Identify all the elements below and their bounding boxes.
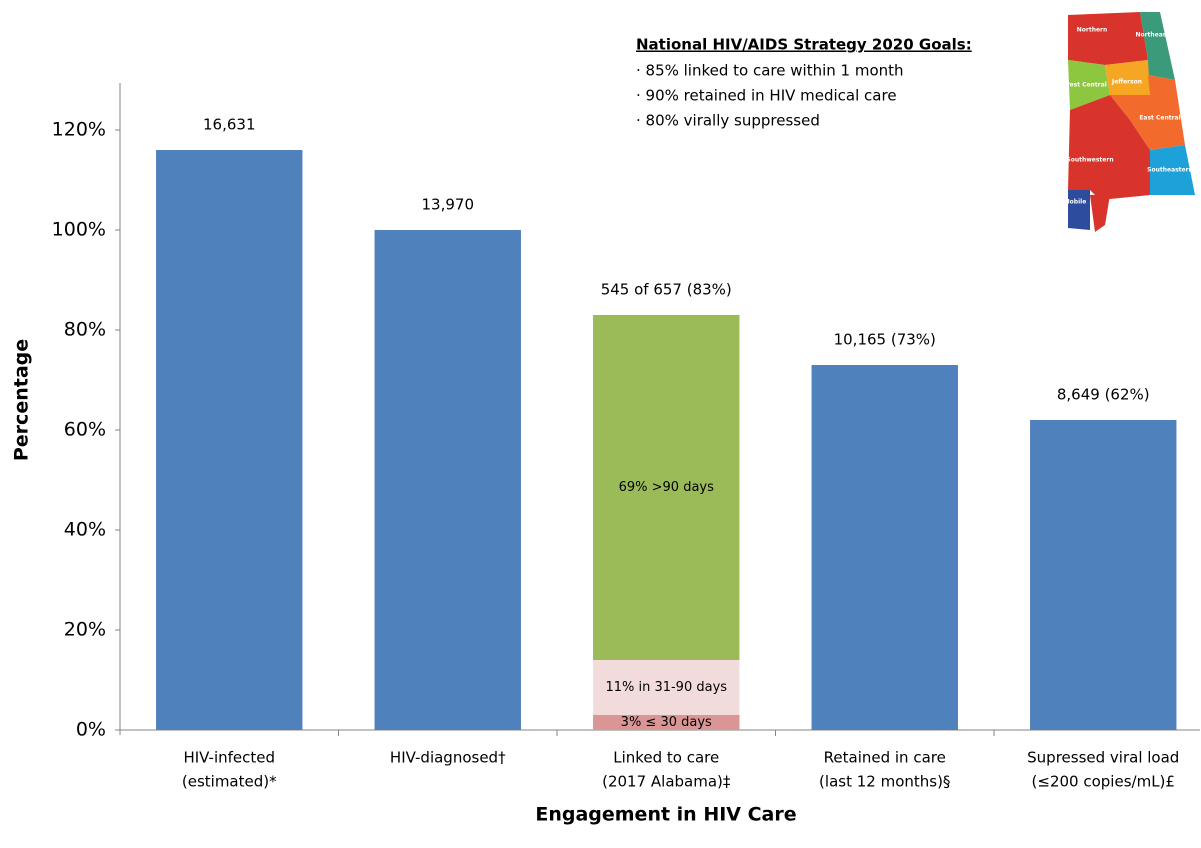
segment-label: 3% ≤ 30 days bbox=[621, 715, 712, 730]
bar-label: 10,165 (73%) bbox=[834, 331, 936, 349]
x-tick-label: (last 12 months)§ bbox=[819, 773, 950, 791]
x-tick-label: (≤200 copies/mL)£ bbox=[1032, 773, 1175, 791]
bar-label: 545 of 657 (83%) bbox=[601, 281, 732, 299]
bar bbox=[1030, 420, 1177, 730]
goals-title: National HIV/AIDS Strategy 2020 Goals: bbox=[636, 36, 972, 54]
goal-item: · 85% linked to care within 1 month bbox=[636, 62, 904, 80]
y-tick-label: 80% bbox=[64, 319, 106, 341]
map-region bbox=[1110, 75, 1185, 150]
y-tick-label: 0% bbox=[76, 719, 106, 741]
map-label: West Central bbox=[1063, 82, 1107, 89]
x-tick-label: Supressed viral load bbox=[1027, 749, 1179, 767]
map-label: Northeastern bbox=[1135, 32, 1180, 39]
map-label: Northern bbox=[1077, 27, 1108, 34]
map-region bbox=[1150, 145, 1195, 195]
map bbox=[1068, 12, 1195, 232]
map-label: Jefferson bbox=[1111, 79, 1142, 86]
y-tick-label: 100% bbox=[52, 219, 106, 241]
x-tick-label: (estimated)* bbox=[182, 773, 277, 791]
x-tick-label: HIV-infected bbox=[183, 749, 275, 767]
map-region bbox=[1068, 95, 1150, 200]
goal-item: · 80% virally suppressed bbox=[636, 112, 820, 130]
map-label: Mobile bbox=[1064, 199, 1087, 206]
x-tick-label: Linked to care bbox=[613, 749, 719, 767]
bar bbox=[593, 715, 740, 730]
x-tick-label: (2017 Alabama)‡ bbox=[602, 773, 731, 791]
bar bbox=[811, 365, 958, 730]
goal-item: · 90% retained in HIV medical care bbox=[636, 87, 897, 105]
map-label: Southwestern bbox=[1066, 157, 1113, 164]
y-tick-label: 40% bbox=[64, 519, 106, 541]
map-label: Southeastern bbox=[1147, 167, 1193, 174]
map-region bbox=[1140, 12, 1175, 80]
map-region bbox=[1105, 60, 1150, 100]
map-region bbox=[1068, 12, 1148, 65]
y-tick-label: 60% bbox=[64, 419, 106, 441]
bar-label: 16,631 bbox=[203, 116, 256, 134]
bar bbox=[593, 315, 740, 660]
x-axis-title: Engagement in HIV Care bbox=[535, 804, 796, 826]
x-tick-label: Retained in care bbox=[824, 749, 946, 767]
segment-label: 69% >90 days bbox=[619, 480, 715, 495]
y-tick-label: 20% bbox=[64, 619, 106, 641]
bar bbox=[156, 150, 303, 730]
x-tick-label: HIV-diagnosed† bbox=[390, 749, 506, 767]
bar bbox=[593, 660, 740, 715]
map-region bbox=[1068, 190, 1090, 230]
y-tick-label: 120% bbox=[52, 119, 106, 141]
map-label: East Central bbox=[1139, 115, 1180, 122]
bar bbox=[374, 230, 521, 730]
segment-label: 11% in 31-90 days bbox=[605, 680, 727, 695]
bar-label: 13,970 bbox=[422, 196, 475, 214]
map-region bbox=[1090, 195, 1110, 232]
y-axis-title: Percentage bbox=[11, 339, 33, 461]
bar-label: 8,649 (62%) bbox=[1057, 386, 1150, 404]
map-region bbox=[1068, 60, 1110, 110]
